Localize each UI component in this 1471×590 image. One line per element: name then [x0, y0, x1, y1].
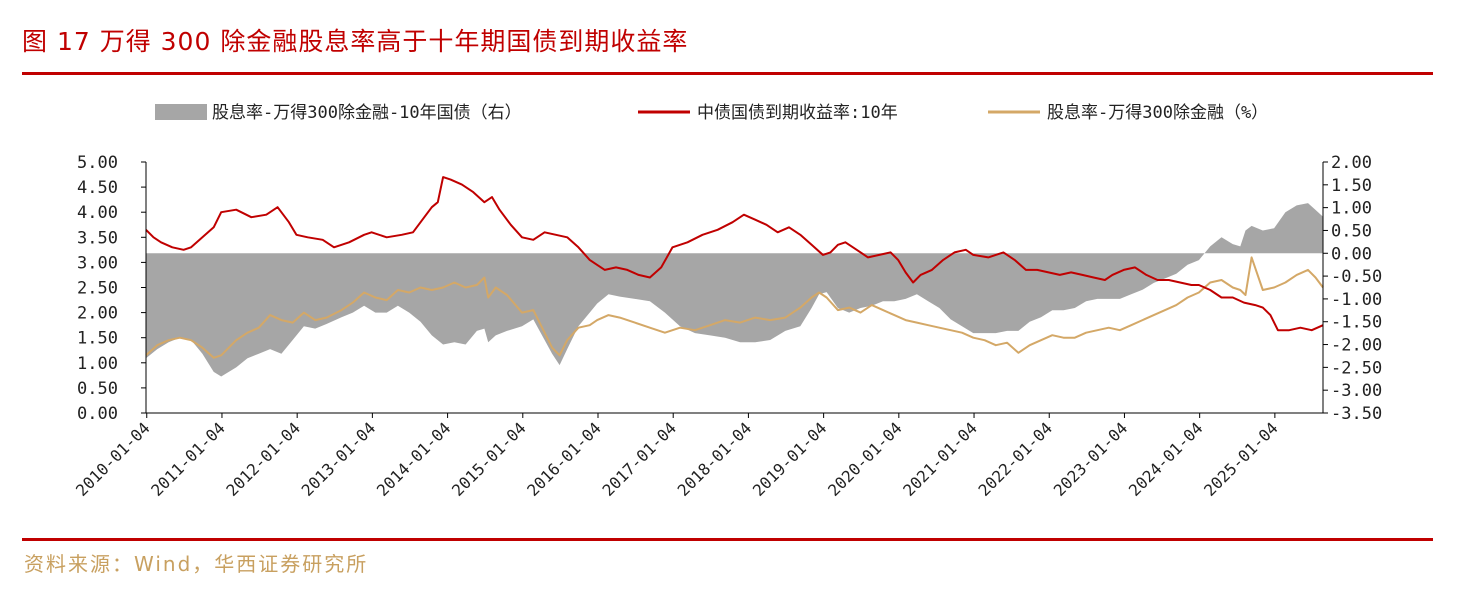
x-tick-label: 2018-01-04 [674, 418, 756, 500]
x-axis-ticks: 2010-01-042011-01-042012-01-042013-01-04… [72, 413, 1282, 500]
right-tick-label: 0.00 [1331, 244, 1372, 264]
right-tick-label: -2.50 [1331, 358, 1382, 378]
x-tick-label: 2022-01-04 [975, 418, 1057, 500]
left-tick-label: 2.50 [77, 279, 118, 299]
x-tick-label: 2024-01-04 [1125, 418, 1207, 500]
left-tick-label: 4.00 [77, 203, 118, 223]
axes [145, 162, 1324, 414]
right-tick-label: 1.50 [1331, 176, 1372, 196]
x-tick-label: 2014-01-04 [373, 418, 455, 500]
x-tick-label: 2016-01-04 [523, 418, 605, 500]
x-tick-label: 2023-01-04 [1050, 418, 1132, 500]
right-tick-label: -2.00 [1331, 336, 1382, 356]
legend-label-spread: 股息率-万得300除金融-10年国债（右） [212, 103, 522, 123]
right-tick-label: 0.50 [1331, 221, 1372, 241]
left-tick-label: 3.00 [77, 253, 118, 273]
x-tick-label: 2025-01-04 [1200, 418, 1282, 500]
x-tick-label: 2010-01-04 [72, 418, 154, 500]
left-tick-label: 3.50 [77, 228, 118, 248]
bottom-divider [22, 538, 1433, 541]
left-tick-label: 5.00 [77, 153, 118, 173]
legend-label-bond: 中债国债到期收益率:10年 [697, 103, 898, 123]
right-axis-ticks: 2.00 1.50 1.000.50 0.00 -0.50 -1.00 -1.50 -2.00… [1323, 153, 1382, 424]
left-tick-label: 1.50 [77, 329, 118, 349]
left-tick-label: 4.50 [77, 178, 118, 198]
right-tick-label: -1.00 [1331, 290, 1382, 310]
right-tick-label: -0.50 [1331, 267, 1382, 287]
left-tick-label: 2.00 [77, 304, 118, 324]
x-tick-label: 2020-01-04 [824, 418, 906, 500]
dividend-line [145, 256, 1324, 359]
right-tick-label: -3.50 [1331, 404, 1382, 424]
left-axis-ticks: 5.00 4.50 4.00 3.50 3.00 2.50 2.00 1.50 1.00 0.50… [77, 153, 146, 424]
chart: 股息率-万得300除金融-10年国债（右） 中债国债到期收益率:10年 股息率-… [72, 103, 1382, 500]
x-tick-label: 2013-01-04 [298, 418, 380, 500]
x-tick-label: 2015-01-04 [448, 418, 530, 500]
x-tick-label: 2017-01-04 [598, 418, 680, 500]
x-tick-label: 2012-01-04 [222, 418, 304, 500]
top-divider [22, 72, 1433, 75]
left-tick-label: 0.50 [77, 379, 118, 399]
bond-line [145, 176, 1324, 332]
legend: 股息率-万得300除金融-10年国债（右） 中债国债到期收益率:10年 股息率-… [155, 103, 1268, 123]
legend-swatch-spread [155, 104, 207, 120]
right-tick-label: 1.00 [1331, 199, 1372, 219]
legend-label-dividend: 股息率-万得300除金融（%） [1047, 103, 1268, 123]
x-tick-label: 2021-01-04 [899, 418, 981, 500]
left-tick-label: 1.00 [77, 354, 118, 374]
x-tick-label: 2011-01-04 [147, 418, 229, 500]
source-note: 资料来源：Wind，华西证券研究所 [24, 552, 369, 576]
x-tick-label: 2019-01-04 [749, 418, 831, 500]
left-tick-label: 0.00 [77, 404, 118, 424]
plot-area [145, 176, 1324, 377]
right-tick-label: -3.00 [1331, 381, 1382, 401]
right-tick-label: -1.50 [1331, 313, 1382, 333]
figure-title: 图 17 万得 300 除金融股息率高于十年期国债到期收益率 [22, 27, 689, 56]
spread-area [146, 203, 1323, 377]
right-tick-label: 2.00 [1331, 153, 1372, 173]
